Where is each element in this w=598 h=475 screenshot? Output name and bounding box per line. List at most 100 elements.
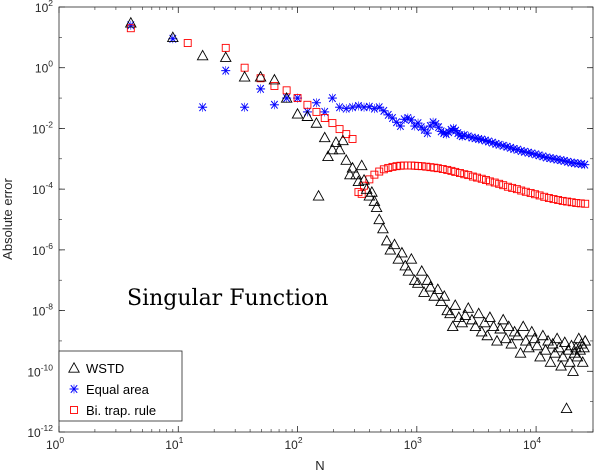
data-point — [443, 165, 452, 174]
data-point — [428, 117, 438, 127]
data-point — [456, 316, 469, 328]
data-point — [370, 201, 383, 213]
legend-marker — [70, 406, 78, 414]
data-point — [346, 161, 359, 173]
data-point — [517, 186, 526, 195]
legend-marker — [68, 361, 80, 373]
data-point — [512, 185, 521, 194]
data-point — [495, 179, 504, 188]
data-point — [477, 174, 486, 183]
data-point — [490, 178, 499, 187]
legend-label: Equal area — [86, 382, 150, 397]
series-equal-area — [126, 20, 590, 170]
data-point — [540, 192, 549, 201]
x-tick-label: 100 — [46, 435, 64, 452]
data-point — [491, 334, 503, 346]
data-point — [433, 164, 442, 173]
data-point — [469, 320, 482, 332]
y-tick-label: 10-6 — [32, 241, 53, 258]
data-point — [322, 150, 334, 161]
data-point — [580, 160, 590, 170]
data-point — [511, 329, 524, 341]
data-point — [221, 66, 231, 76]
data-point — [335, 102, 345, 112]
data-point — [478, 316, 491, 328]
data-point — [219, 51, 232, 62]
data-point — [503, 182, 512, 191]
data-point — [301, 110, 314, 121]
data-point — [441, 304, 454, 316]
data-point — [581, 199, 590, 208]
data-point — [578, 341, 590, 353]
data-point — [487, 138, 497, 148]
data-point — [449, 299, 462, 310]
y-tick-label: 10-12 — [27, 423, 53, 440]
series-layer — [124, 16, 592, 413]
data-point — [310, 116, 323, 128]
legend-label: WSTD — [86, 361, 124, 376]
data-point — [539, 343, 552, 355]
data-point — [388, 162, 397, 171]
data-point — [402, 264, 415, 276]
data-point — [431, 283, 444, 294]
data-point — [505, 337, 518, 349]
data-point — [421, 274, 434, 285]
data-point — [513, 145, 523, 155]
data-point — [399, 259, 412, 271]
data-point — [464, 171, 473, 180]
data-point — [238, 70, 251, 82]
annotation-singular-function: Singular Function — [127, 286, 328, 311]
data-point — [508, 183, 517, 192]
data-point — [336, 134, 349, 146]
data-point — [384, 243, 397, 255]
data-point — [553, 341, 566, 353]
data-point — [557, 350, 569, 362]
data-point — [282, 86, 291, 95]
data-point — [256, 84, 266, 94]
data-point — [517, 320, 530, 332]
data-point — [340, 154, 353, 165]
data-point — [558, 196, 567, 205]
data-point — [422, 128, 432, 138]
data-point — [411, 277, 424, 288]
data-point — [531, 339, 544, 351]
data-point — [535, 191, 544, 200]
data-point — [388, 238, 401, 250]
data-point — [544, 356, 557, 367]
data-point — [166, 31, 179, 42]
data-point — [376, 222, 389, 234]
data-point — [373, 213, 386, 225]
data-point — [383, 110, 393, 120]
data-point — [546, 337, 559, 349]
data-point — [576, 199, 585, 208]
data-point — [502, 320, 515, 332]
y-tick-label: 10-2 — [32, 119, 53, 136]
data-point — [198, 102, 208, 112]
data-point — [350, 168, 363, 180]
legend-label: Bi. trap. rule — [86, 403, 156, 418]
data-point — [459, 309, 472, 320]
data-point — [473, 173, 482, 182]
data-point — [341, 104, 351, 114]
data-point — [521, 187, 530, 196]
data-point — [357, 189, 366, 198]
data-point — [342, 130, 351, 139]
data-point — [536, 329, 549, 341]
data-point — [554, 196, 563, 204]
y-tick-label: 102 — [35, 0, 53, 15]
data-point — [435, 295, 448, 307]
data-point — [268, 73, 281, 85]
data-point — [460, 170, 469, 179]
x-tick-label: 104 — [523, 435, 541, 452]
data-point — [196, 49, 209, 61]
data-point — [497, 313, 510, 325]
data-point — [526, 188, 535, 197]
data-point — [395, 121, 405, 131]
data-point — [379, 106, 389, 116]
data-point — [576, 356, 589, 367]
data-point — [534, 350, 547, 362]
data-point — [312, 107, 321, 116]
data-point — [311, 98, 321, 108]
data-point — [528, 332, 541, 344]
